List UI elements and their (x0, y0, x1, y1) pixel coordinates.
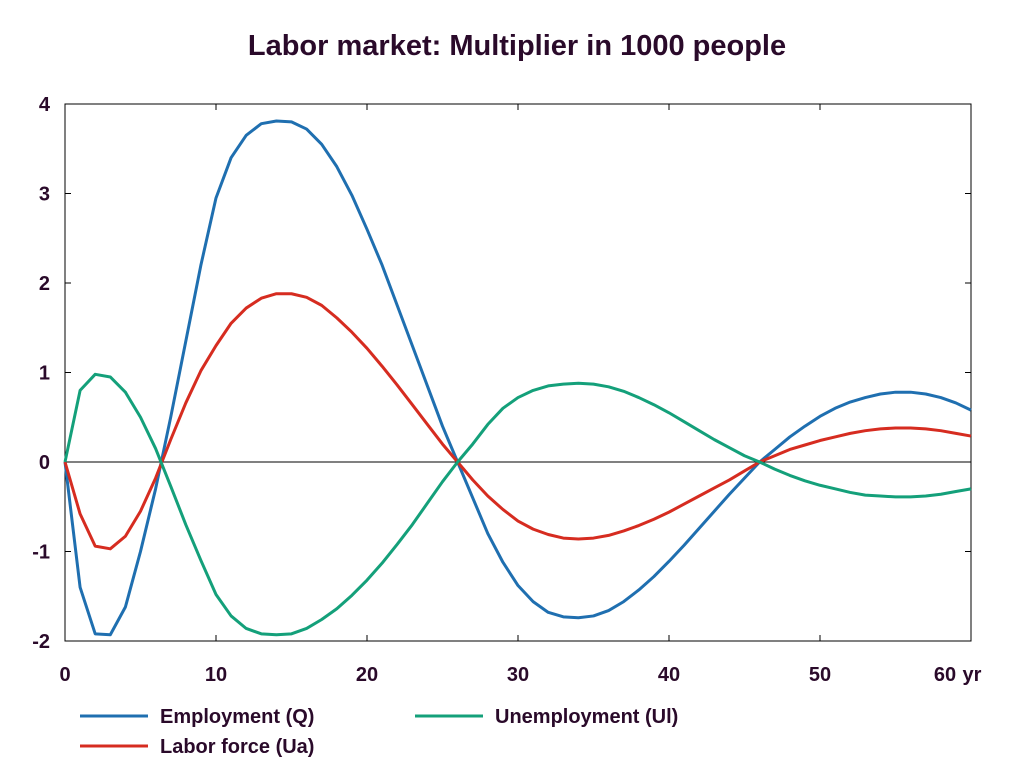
series-line-3 (63, 372, 972, 637)
series-layer (63, 119, 972, 637)
x-unit-label: yr (963, 664, 982, 686)
y-tick-label: 4 (39, 94, 51, 116)
x-tick-label: 10 (205, 664, 227, 686)
series-line-1 (63, 119, 972, 637)
y-tick-label: -2 (32, 631, 50, 653)
x-tick-label: 60 (934, 664, 956, 686)
x-tick-label: 40 (658, 664, 680, 686)
legend-label: Employment (Q) (160, 706, 314, 728)
x-tick-label: 50 (809, 664, 831, 686)
legend: Employment (Q) Labor force (Ua) Unemployme… (80, 706, 678, 758)
y-tick-label: 1 (39, 363, 50, 385)
y-tick-label: 3 (39, 184, 50, 206)
series-line-2 (63, 292, 972, 551)
x-tick-label: 30 (507, 664, 529, 686)
y-tick-label: 2 (39, 273, 50, 295)
x-tick-label: 0 (59, 664, 70, 686)
chart-title: Labor market: Multiplier in 1000 people (247, 30, 787, 62)
y-tick-label: -1 (32, 542, 50, 564)
y-tick-label: 0 (39, 452, 50, 474)
legend-label: Labor force (Ua) (160, 736, 314, 758)
legend-label: Unemployment (Ul) (495, 706, 678, 728)
x-tick-label: 20 (356, 664, 378, 686)
